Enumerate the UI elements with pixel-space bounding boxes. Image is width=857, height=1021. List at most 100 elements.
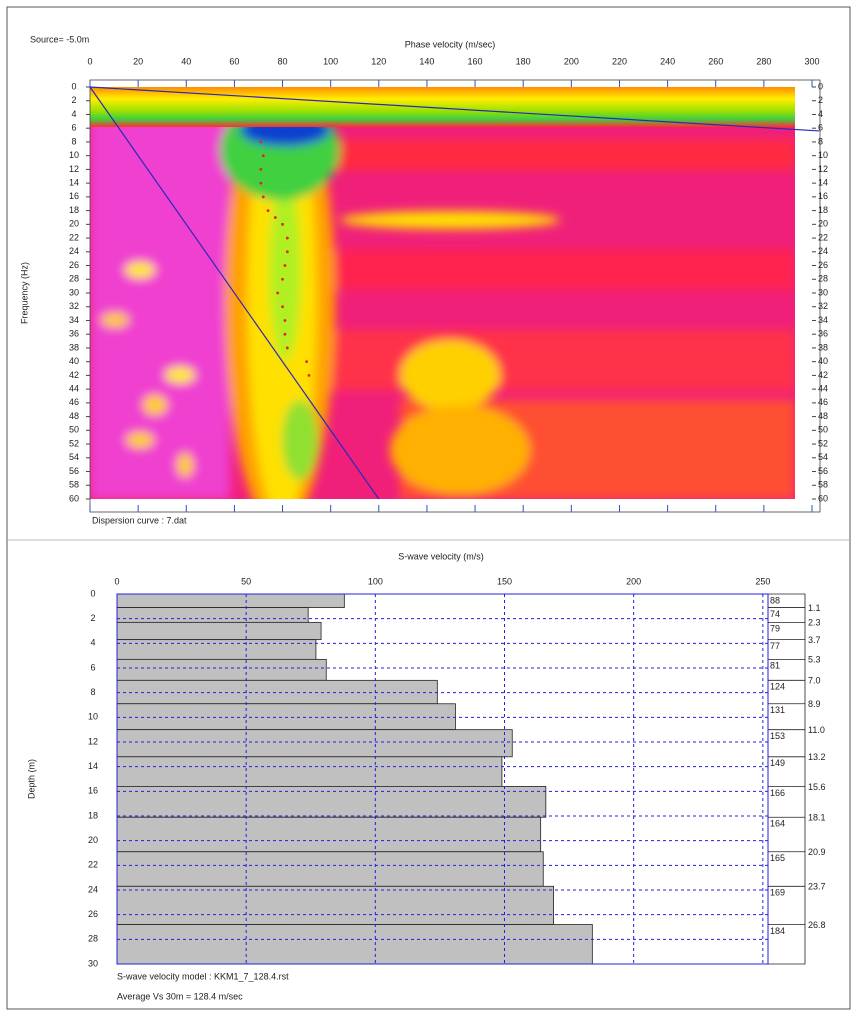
y-tick-label-right: 44 bbox=[818, 384, 828, 394]
y-tick-label: 56 bbox=[69, 466, 79, 476]
x-tick-label: 80 bbox=[278, 56, 288, 66]
y-tick-label-right: 20 bbox=[818, 219, 828, 229]
depth-label: 2.3 bbox=[808, 618, 821, 628]
depth-label: 15.6 bbox=[808, 782, 826, 792]
dispersion-point bbox=[281, 305, 284, 309]
y-tick-label: 54 bbox=[69, 452, 79, 462]
x-tick-label: 220 bbox=[612, 56, 627, 66]
x-tick-label: 0 bbox=[114, 576, 119, 586]
y-tick-label-right: 42 bbox=[818, 370, 828, 380]
layer-velocity-label: 165 bbox=[770, 853, 785, 863]
y-tick-label: 0 bbox=[71, 81, 76, 91]
dispersion-point bbox=[266, 209, 270, 213]
layer-velocity-label: 74 bbox=[770, 609, 780, 619]
y-tick-label: 12 bbox=[88, 736, 98, 746]
y-tick-label: 50 bbox=[69, 425, 79, 435]
x-axis-label: Phase velocity (m/sec) bbox=[405, 39, 496, 49]
y-tick-label: 16 bbox=[88, 786, 98, 796]
layer-velocity-label: 79 bbox=[770, 624, 780, 634]
layer-bar bbox=[116, 679, 438, 705]
y-tick-label-right: 8 bbox=[818, 136, 823, 146]
label-box bbox=[768, 593, 806, 965]
y-tick-label-right: 58 bbox=[818, 480, 828, 490]
y-axis-label: Depth (m) bbox=[26, 759, 36, 799]
dispersion-point bbox=[285, 250, 289, 254]
y-tick-label-right: 6 bbox=[818, 123, 823, 133]
y-tick-label: 48 bbox=[69, 411, 79, 421]
alias-line bbox=[89, 86, 820, 132]
x-tick-label: 140 bbox=[419, 56, 434, 66]
layer-bar bbox=[116, 756, 503, 787]
y-tick-label-right: 56 bbox=[818, 466, 828, 476]
depth-label: 1.1 bbox=[808, 603, 821, 613]
y-tick-label: 38 bbox=[69, 342, 79, 352]
y-tick-label: 6 bbox=[90, 662, 95, 672]
depth-label: 5.3 bbox=[808, 655, 821, 665]
y-tick-label: 14 bbox=[88, 761, 98, 771]
y-tick-label-right: 2 bbox=[818, 95, 823, 105]
y-tick-label-right: 36 bbox=[818, 329, 828, 339]
y-tick-label: 18 bbox=[88, 810, 98, 820]
y-axis-label: Frequency (Hz) bbox=[19, 262, 29, 324]
dispersion-point bbox=[261, 195, 265, 199]
dispersion-point bbox=[259, 168, 263, 171]
y-tick-label: 20 bbox=[88, 835, 98, 845]
depth-label: 26.8 bbox=[808, 920, 826, 930]
layer-velocity-label: 149 bbox=[770, 758, 785, 768]
y-tick-label-right: 46 bbox=[818, 397, 828, 407]
y-tick-label: 22 bbox=[69, 232, 79, 242]
y-tick-label-right: 34 bbox=[818, 315, 828, 325]
y-tick-label: 42 bbox=[69, 370, 79, 380]
layer-velocity-label: 164 bbox=[770, 819, 785, 829]
y-tick-label-right: 24 bbox=[818, 246, 828, 256]
y-tick-label: 8 bbox=[71, 136, 76, 146]
y-tick-label-right: 28 bbox=[818, 274, 828, 284]
dispersion-point bbox=[259, 140, 263, 144]
y-tick-label-right: 52 bbox=[818, 438, 828, 448]
y-tick-label-right: 4 bbox=[818, 109, 823, 119]
y-tick-label: 2 bbox=[71, 95, 76, 105]
y-tick-label: 28 bbox=[88, 934, 98, 944]
layer-bar bbox=[116, 816, 542, 853]
y-tick-label-right: 38 bbox=[818, 342, 828, 352]
y-tick-label-right: 16 bbox=[818, 191, 828, 201]
layer-velocity-label: 88 bbox=[770, 595, 780, 605]
layer-bar bbox=[116, 639, 317, 660]
y-tick-label: 18 bbox=[69, 205, 79, 215]
y-tick-label: 24 bbox=[69, 246, 79, 256]
note: S-wave velocity model : KKM1_7_128.4.rst bbox=[117, 971, 289, 981]
x-tick-label: 40 bbox=[181, 56, 191, 66]
y-tick-label-right: 32 bbox=[818, 301, 828, 311]
dispersion-point bbox=[307, 374, 311, 377]
note: Average Vs 30m = 128.4 m/sec bbox=[117, 991, 243, 1001]
dispersion-point bbox=[305, 360, 308, 364]
y-tick-label-right: 40 bbox=[818, 356, 828, 366]
note: Dispersion curve : 7.dat bbox=[92, 515, 187, 525]
y-tick-label: 4 bbox=[71, 109, 76, 119]
layer-velocity-label: 153 bbox=[770, 731, 785, 741]
y-tick-label-right: 18 bbox=[818, 205, 828, 215]
y-tick-label: 26 bbox=[69, 260, 79, 270]
x-tick-label: 200 bbox=[626, 576, 641, 586]
y-tick-label: 28 bbox=[69, 274, 79, 284]
y-tick-label: 6 bbox=[71, 123, 76, 133]
depth-label: 3.7 bbox=[808, 635, 821, 645]
x-tick-label: 20 bbox=[133, 56, 143, 66]
x-tick-label: 260 bbox=[708, 56, 723, 66]
layer-bar bbox=[116, 593, 345, 608]
y-tick-label: 60 bbox=[69, 493, 79, 503]
y-tick-label: 36 bbox=[69, 329, 79, 339]
y-tick-label: 58 bbox=[69, 480, 79, 490]
layer-velocity-label: 166 bbox=[770, 788, 785, 798]
layer-bar bbox=[116, 729, 513, 758]
y-tick-label: 30 bbox=[69, 287, 79, 297]
alias-line bbox=[89, 86, 380, 500]
x-tick-label: 300 bbox=[804, 56, 819, 66]
layer-velocity-label: 169 bbox=[770, 888, 785, 898]
depth-label: 20.9 bbox=[808, 847, 826, 857]
y-tick-label: 2 bbox=[90, 613, 95, 623]
x-tick-label: 0 bbox=[87, 56, 92, 66]
y-tick-label: 34 bbox=[69, 315, 79, 325]
y-tick-label: 44 bbox=[69, 384, 79, 394]
y-tick-label-right: 60 bbox=[818, 493, 828, 503]
